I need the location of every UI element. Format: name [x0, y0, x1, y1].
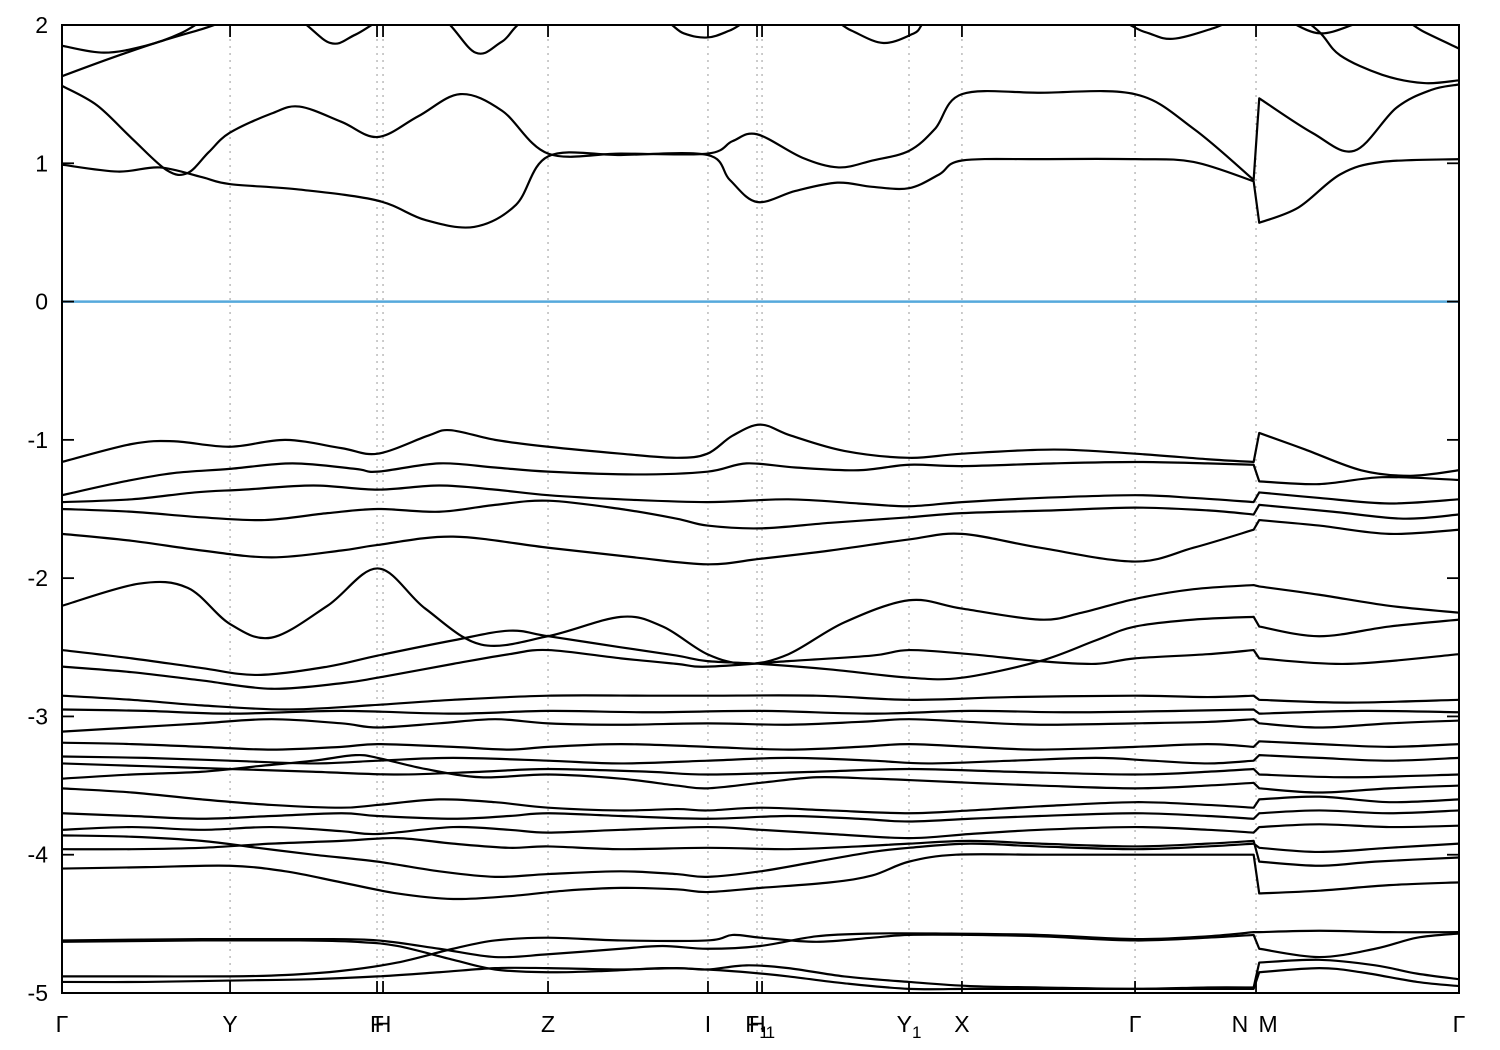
- kpoint-label: N: [1232, 1011, 1249, 1037]
- kpoint-label: Y1: [897, 1011, 922, 1042]
- band-curve-v17: [62, 809, 1459, 823]
- band-curve-v23: [62, 939, 1459, 991]
- band-curve-v25: [62, 958, 1459, 990]
- kpoint-label: Γ: [1453, 1011, 1466, 1037]
- band-curve-v13: [62, 754, 1459, 765]
- band-curve-v20: [62, 836, 1459, 867]
- kpoint-label: Y: [222, 1011, 237, 1037]
- band-curve-v14: [62, 762, 1459, 779]
- y-axis-tick-label: 2: [35, 12, 48, 38]
- band-curve-v18: [62, 823, 1459, 840]
- band-curve-v6: [62, 567, 1459, 665]
- band-curve-v16: [62, 787, 1459, 815]
- band-curve-v21: [62, 853, 1459, 901]
- kpoint-label: Z: [541, 1011, 555, 1037]
- y-axis-tick-label: 0: [35, 289, 48, 315]
- y-axis-tick-label: -1: [28, 427, 48, 453]
- band-curve-c3: [62, 25, 1459, 78]
- kpoint-label: I: [705, 1011, 711, 1037]
- band-curves: [62, 25, 1459, 991]
- band-curve-v15: [62, 753, 1459, 794]
- y-axis-tick-label: -2: [28, 565, 48, 591]
- band-curve-v19: [62, 834, 1459, 878]
- band-curve-v12: [62, 740, 1459, 751]
- band-curve-c4b: [1309, 25, 1459, 85]
- band-curve-v8: [62, 648, 1459, 690]
- band-curve-v5: [62, 518, 1459, 566]
- band-curve-v22: [62, 929, 1459, 959]
- y-axis-tick-label: -3: [28, 703, 48, 729]
- kpoint-label: Γ: [1129, 1011, 1142, 1037]
- kpoint-label: F: [370, 1011, 384, 1037]
- band-curve-v9: [62, 694, 1459, 711]
- band-curve-v24: [62, 932, 1459, 978]
- band-curve-c4a: [62, 25, 198, 54]
- y-axis-tick-label: -4: [28, 842, 49, 868]
- band-curve-v1: [62, 423, 1459, 477]
- band-curve-v11: [62, 718, 1459, 733]
- y-axis-tick-label: 1: [35, 150, 48, 176]
- band-curve-v10: [62, 708, 1459, 715]
- y-axis-tick-label: -5: [28, 980, 48, 1006]
- band-curve-v2: [62, 460, 1459, 497]
- kpoint-label: Γ: [56, 1011, 69, 1037]
- plot-border: [61, 24, 1460, 994]
- band-curve-v4: [62, 499, 1459, 530]
- band-curve-v3: [62, 484, 1459, 508]
- kpoint-label: M: [1258, 1011, 1277, 1037]
- band-curve-c1: [62, 151, 1459, 229]
- kpoint-label: H: [375, 1011, 392, 1037]
- band-curve-c2: [62, 83, 1459, 181]
- band-curve-v7: [62, 615, 1459, 681]
- kpoint-label: X: [954, 1011, 969, 1037]
